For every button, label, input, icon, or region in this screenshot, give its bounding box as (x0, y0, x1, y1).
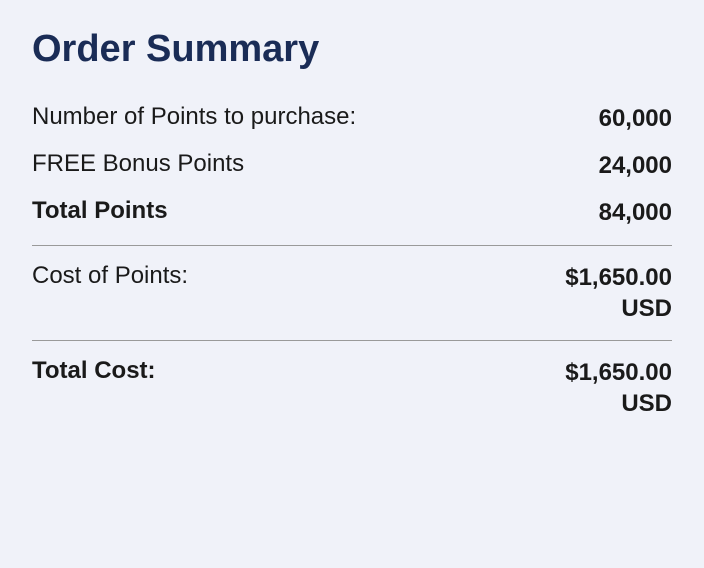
cost-of-points-label: Cost of Points: (32, 262, 565, 290)
points-purchase-label: Number of Points to purchase: (32, 103, 599, 131)
cost-of-points-row: Cost of Points: $1,650.00 USD (32, 254, 672, 332)
total-points-value: 84,000 (599, 197, 672, 228)
bonus-points-label: FREE Bonus Points (32, 150, 599, 178)
total-cost-row: Total Cost: $1,650.00 USD (32, 349, 672, 427)
order-summary-title: Order Summary (32, 28, 672, 71)
divider (32, 340, 672, 341)
points-purchase-row: Number of Points to purchase: 60,000 (32, 95, 672, 142)
points-purchase-value: 60,000 (599, 103, 672, 134)
bonus-points-row: FREE Bonus Points 24,000 (32, 142, 672, 189)
divider (32, 245, 672, 246)
total-cost-label: Total Cost: (32, 357, 565, 385)
bonus-points-value: 24,000 (599, 150, 672, 181)
cost-of-points-value: $1,650.00 USD (565, 262, 672, 324)
total-points-label: Total Points (32, 197, 599, 225)
total-points-row: Total Points 84,000 (32, 189, 672, 236)
total-cost-value: $1,650.00 USD (565, 357, 672, 419)
